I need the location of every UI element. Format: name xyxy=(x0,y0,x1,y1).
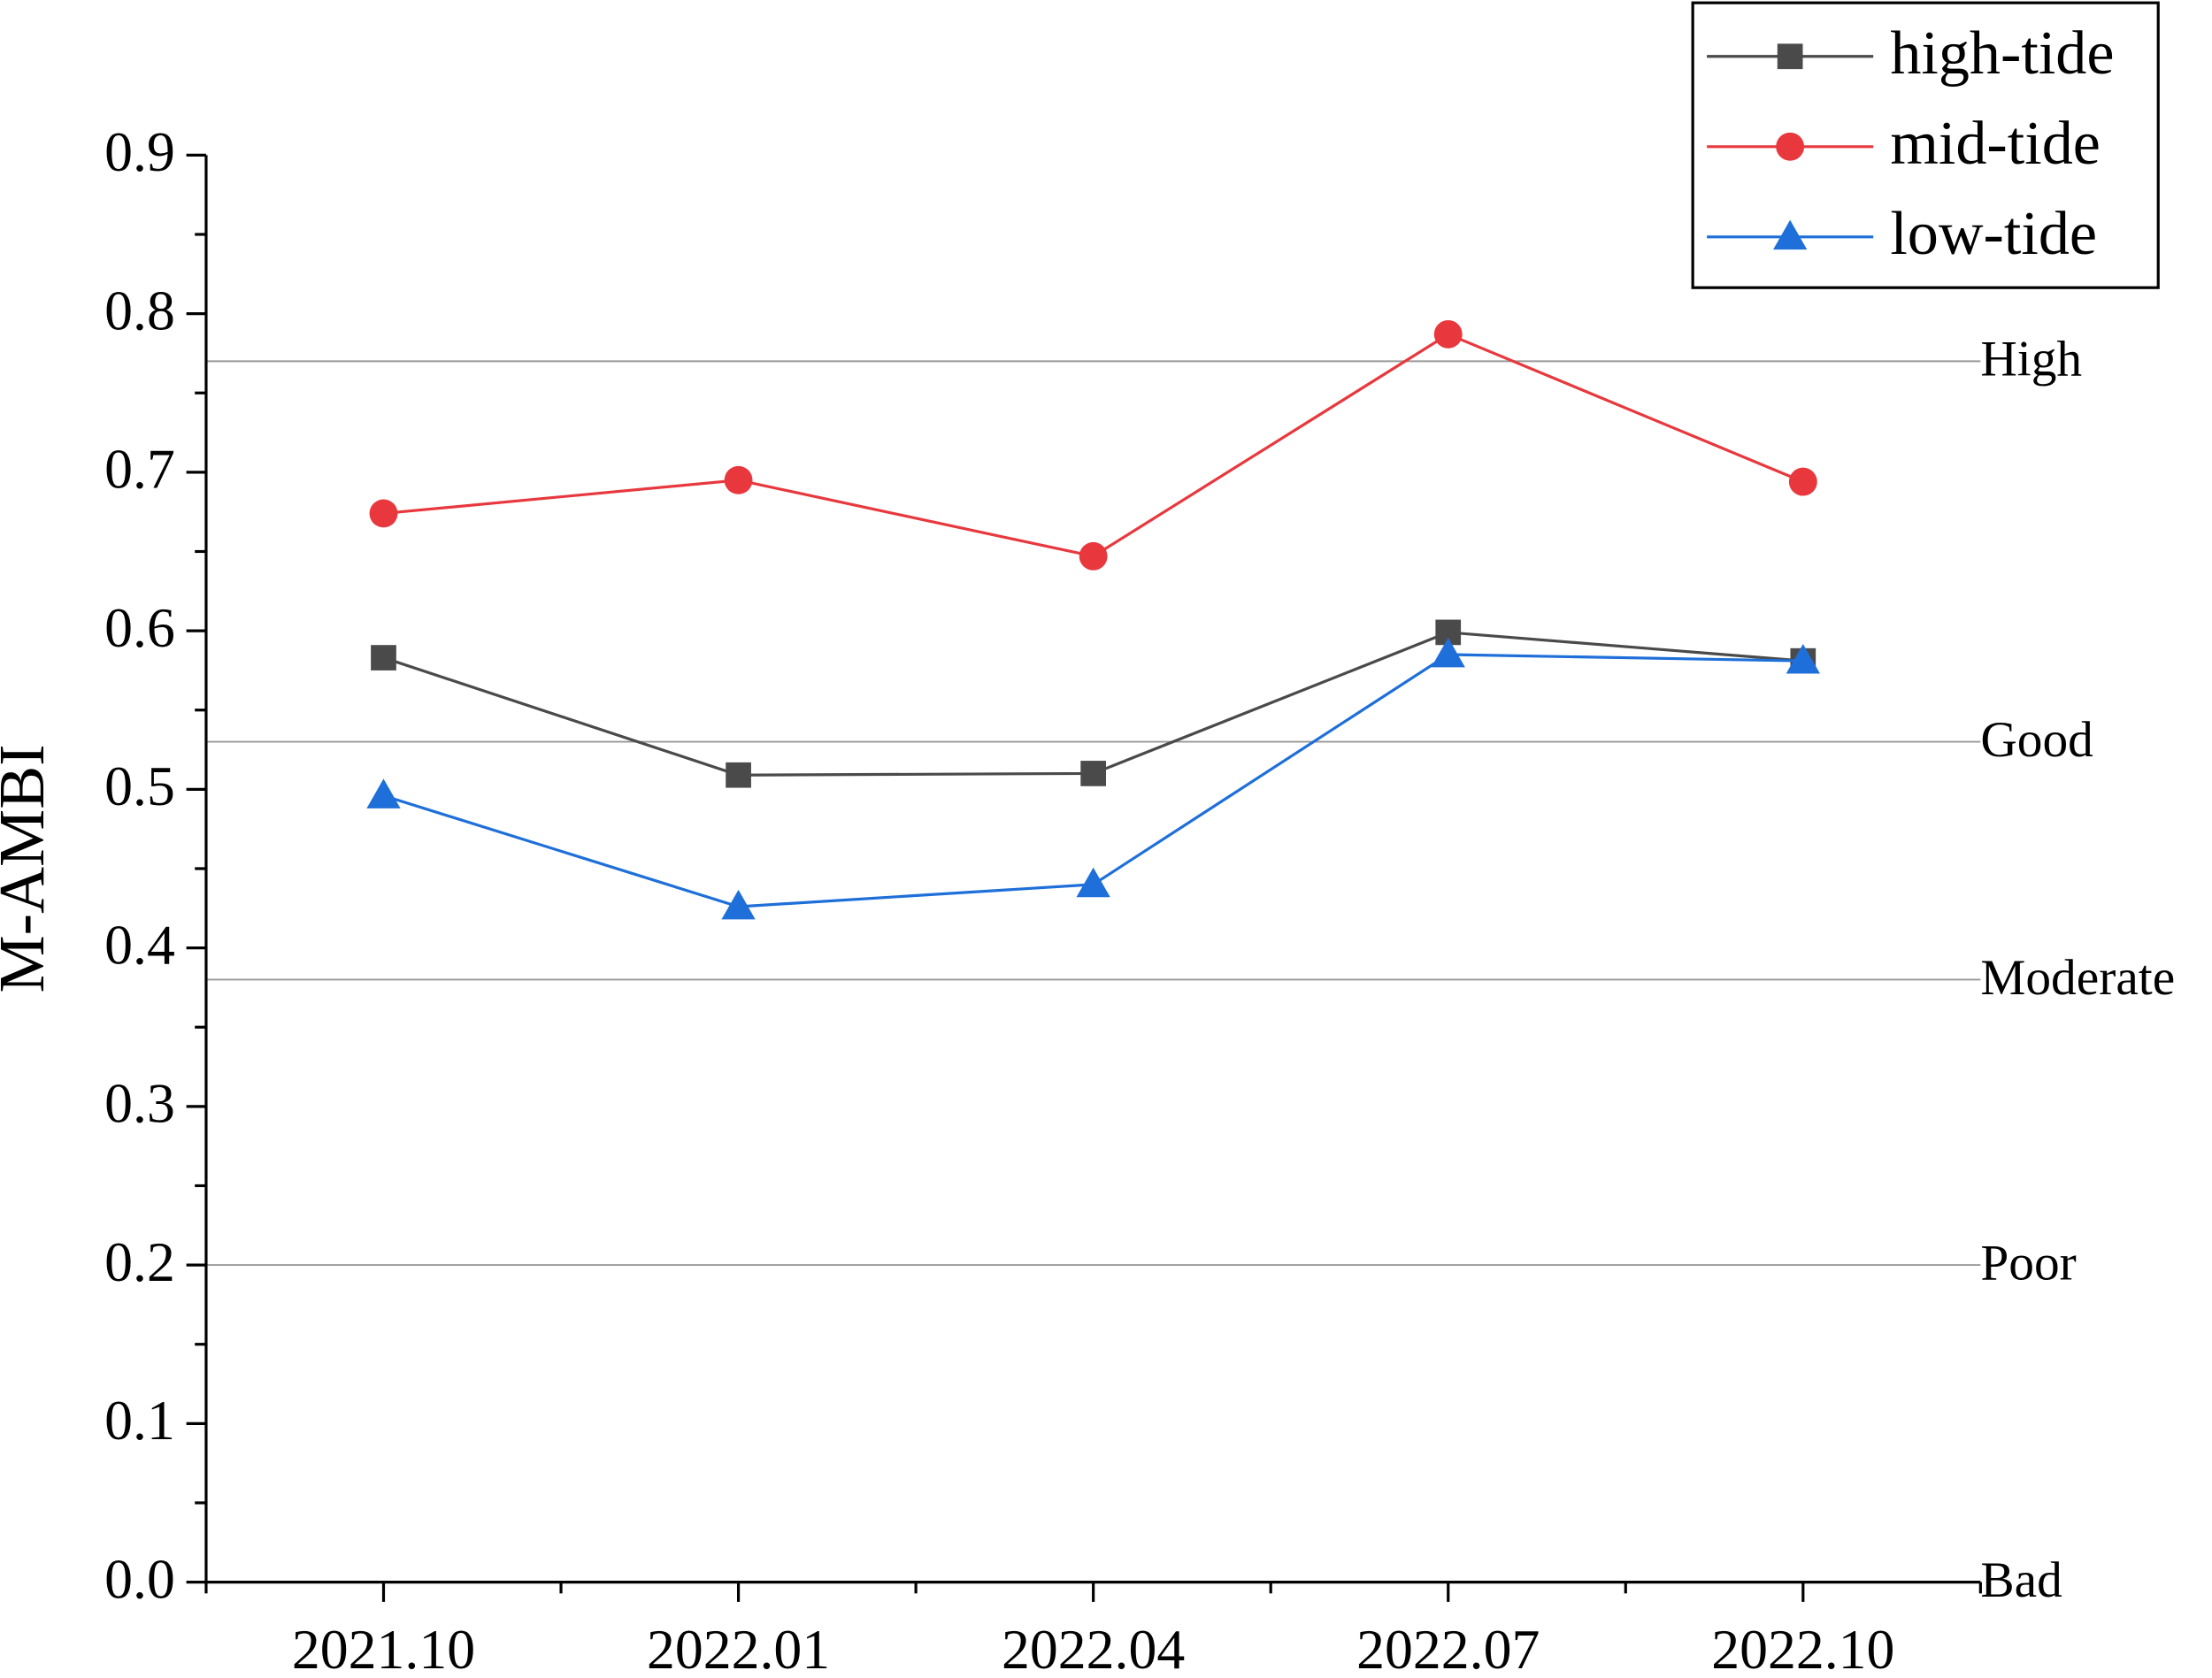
y-tick-label: 0.3 xyxy=(104,1072,175,1135)
data-point xyxy=(1080,761,1106,786)
x-tick-label: 2022.01 xyxy=(647,1618,830,1678)
y-tick-label: 0.2 xyxy=(104,1230,175,1293)
legend-marker xyxy=(1776,132,1805,161)
data-point xyxy=(721,889,756,920)
legend-marker xyxy=(1773,219,1808,250)
legend-marker xyxy=(1777,43,1803,70)
x-tick-label: 2022.10 xyxy=(1711,1618,1894,1678)
y-tick-label: 0.9 xyxy=(104,120,175,183)
y-tick-label: 0.5 xyxy=(104,755,175,817)
reference-label: Good xyxy=(1980,712,2093,768)
data-point xyxy=(1433,319,1463,349)
x-tick-label: 2022.04 xyxy=(1002,1618,1185,1678)
data-point xyxy=(1786,644,1820,674)
data-point xyxy=(1431,637,1465,668)
data-point xyxy=(1076,867,1110,898)
data-point xyxy=(366,778,401,808)
reference-label: Moderate xyxy=(1980,950,2175,1006)
y-tick-label: 0.0 xyxy=(104,1547,175,1610)
legend-label: low-tide xyxy=(1890,199,2097,268)
reference-label: High xyxy=(1980,332,2082,387)
legend-label: mid-tide xyxy=(1890,109,2101,178)
data-point xyxy=(1079,541,1108,571)
y-tick-label: 0.7 xyxy=(104,438,175,501)
y-tick-label: 0.1 xyxy=(104,1389,175,1452)
data-point xyxy=(726,762,751,788)
reference-label: Poor xyxy=(1980,1235,2076,1291)
data-point xyxy=(1788,467,1817,496)
y-tick-label: 0.6 xyxy=(104,596,175,659)
x-tick-label: 2021.10 xyxy=(292,1618,475,1678)
data-point xyxy=(724,465,753,494)
reference-label: Bad xyxy=(1980,1552,2062,1608)
y-tick-label: 0.4 xyxy=(104,913,175,976)
y-axis-label: M-AMBI xyxy=(0,744,58,992)
x-tick-label: 2022.07 xyxy=(1356,1618,1540,1678)
legend-label: high-tide xyxy=(1890,19,2114,88)
data-point xyxy=(369,499,398,528)
data-point xyxy=(371,645,396,670)
y-tick-label: 0.8 xyxy=(104,279,175,341)
